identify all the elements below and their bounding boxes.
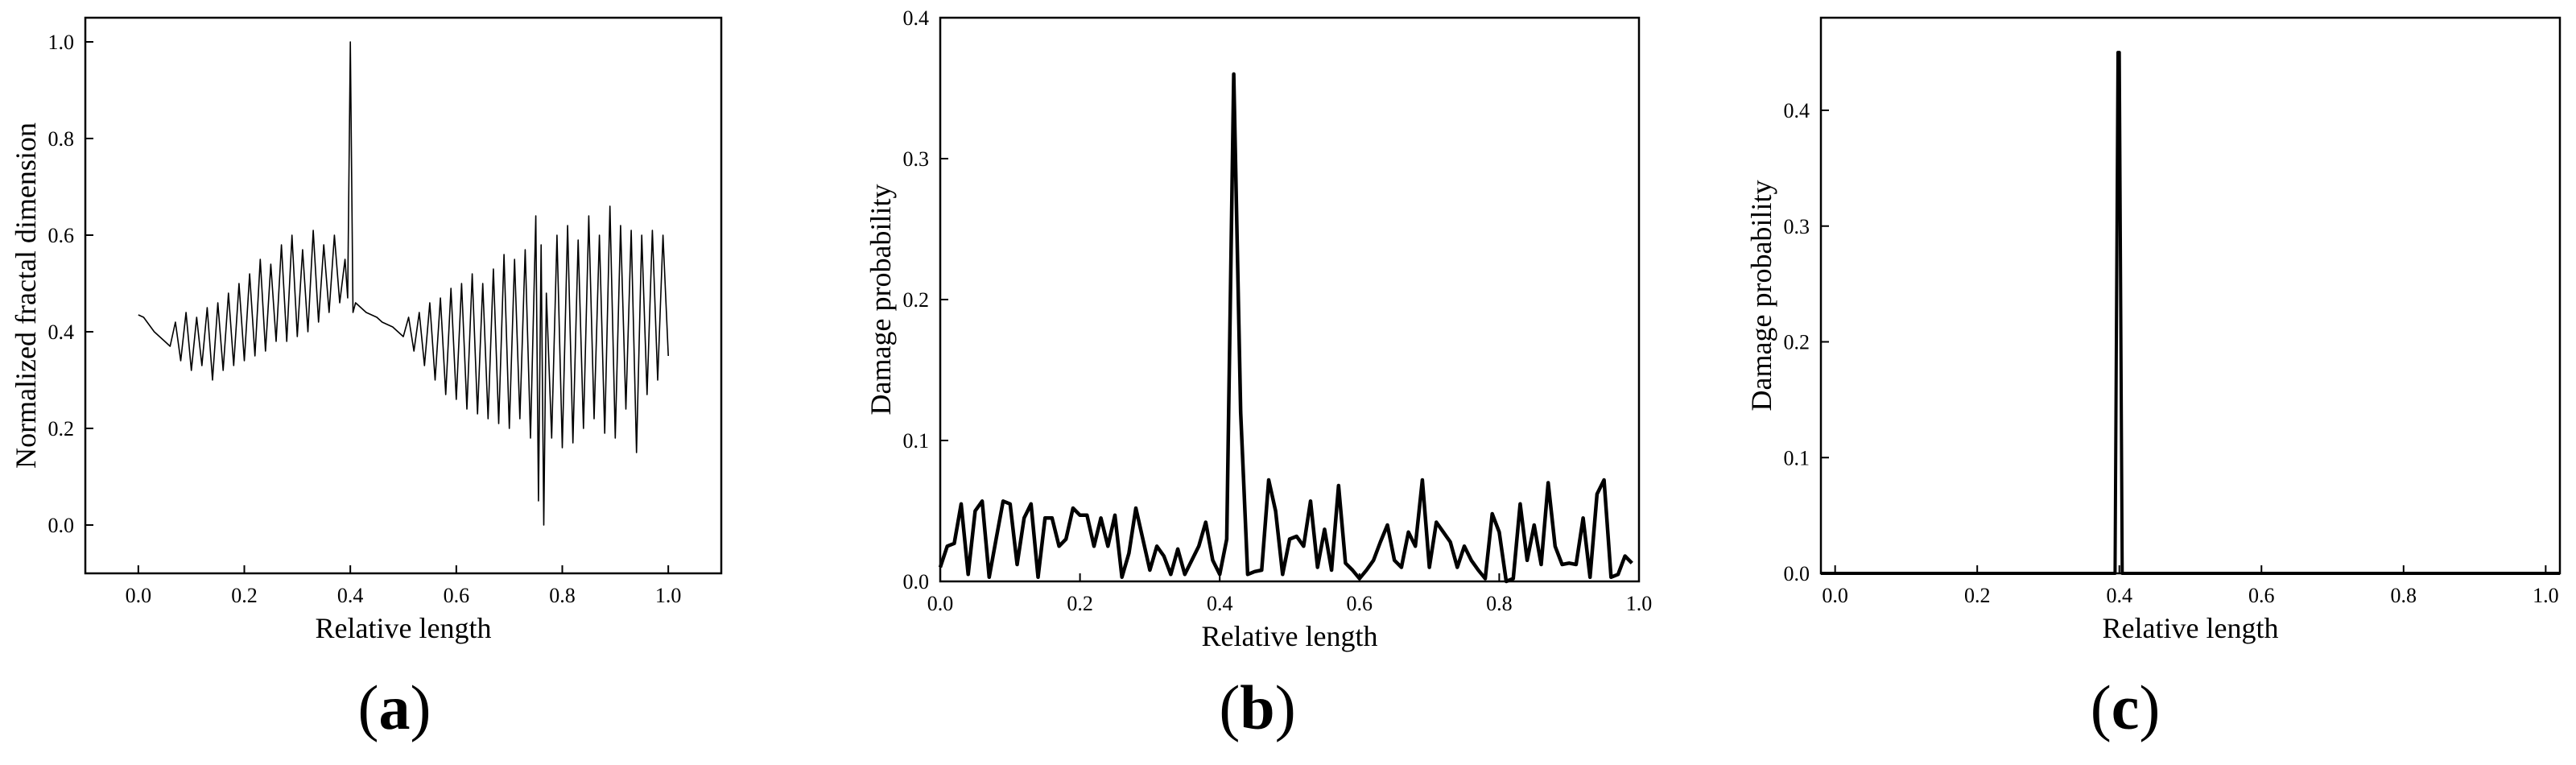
series-line [938,72,1633,584]
panel-label: (a) [358,672,431,742]
x-tick-label: 1.0 [655,584,682,607]
chart-panel-c: 0.0 0.2 0.4 0.6 0.8 1.0 0.0 0.1 0.2 0.3 0.4 Relativ… [1745,16,2562,742]
y-tick-label: 0.0 [1784,562,1810,585]
x-tick-label: 0.2 [1964,584,1991,607]
y-tick-label: 0.4 [1784,99,1810,122]
series-line [138,41,669,526]
panel-label: (c) [2091,672,2161,742]
x-tick-label: 0.4 [337,584,364,607]
y-tick-label: 0.1 [1784,446,1810,469]
y-axis-label: Damage probability [865,184,897,416]
x-axis-label: Relative length [2103,612,2279,644]
x-axis-label: Relative length [316,612,492,644]
x-tick-label: 1.0 [1626,592,1653,615]
y-tick-label: 0.3 [1784,215,1810,238]
y-tick-label: 0.8 [48,127,75,151]
plot-frame [84,16,723,575]
x-tick-label: 0.2 [231,584,258,607]
x-tick-label: 0.0 [126,584,152,607]
x-tick-label: 0.4 [1207,592,1233,615]
y-tick-label: 0.3 [903,147,930,171]
y-tick-label: 1.0 [48,31,75,54]
series-line [1821,51,2560,575]
y-tick-label: 0.0 [903,570,930,593]
x-axis-label: Relative length [1202,620,1378,652]
x-tick-label: 1.0 [2533,584,2559,607]
y-tick-label: 0.6 [48,224,75,247]
y-tick-label: 0.4 [48,320,75,344]
x-tick-label: 0.8 [2391,584,2417,607]
x-tick-label: 0.0 [927,592,954,615]
x-tick-label: 0.6 [2248,584,2275,607]
y-tick-label: 0.2 [903,288,930,312]
x-tick-label: 0.8 [1486,592,1513,615]
y-axis-label: Damage probability [1745,180,1777,411]
x-tick-label: 0.0 [1822,584,1848,607]
plot-frame [939,16,1641,583]
x-tick-label: 0.6 [1347,592,1373,615]
chart-panel-b: 0.0 0.2 0.4 0.6 0.8 1.0 0.0 0.1 0.2 0.3 0.4 Relativ… [865,6,1652,742]
x-tick-label: 0.2 [1067,592,1093,615]
panel-label: (b) [1219,672,1295,742]
y-tick-label: 0.2 [48,417,75,440]
x-tick-label: 0.4 [2106,584,2132,607]
chart-panel-a: 0.0 0.2 0.4 0.6 0.8 1.0 0.0 0.2 0.4 0.6 0.8 1.0 Rela… [10,16,723,742]
y-tick-label: 0.1 [903,429,930,453]
x-tick-label: 0.6 [444,584,470,607]
x-tick-label: 0.8 [549,584,576,607]
y-axis-label: Normalized fractal dimension [10,122,42,469]
y-tick-label: 0.0 [48,514,75,537]
y-tick-label: 0.4 [903,6,930,30]
y-tick-label: 0.2 [1784,331,1810,354]
plot-frame [1819,16,2562,575]
